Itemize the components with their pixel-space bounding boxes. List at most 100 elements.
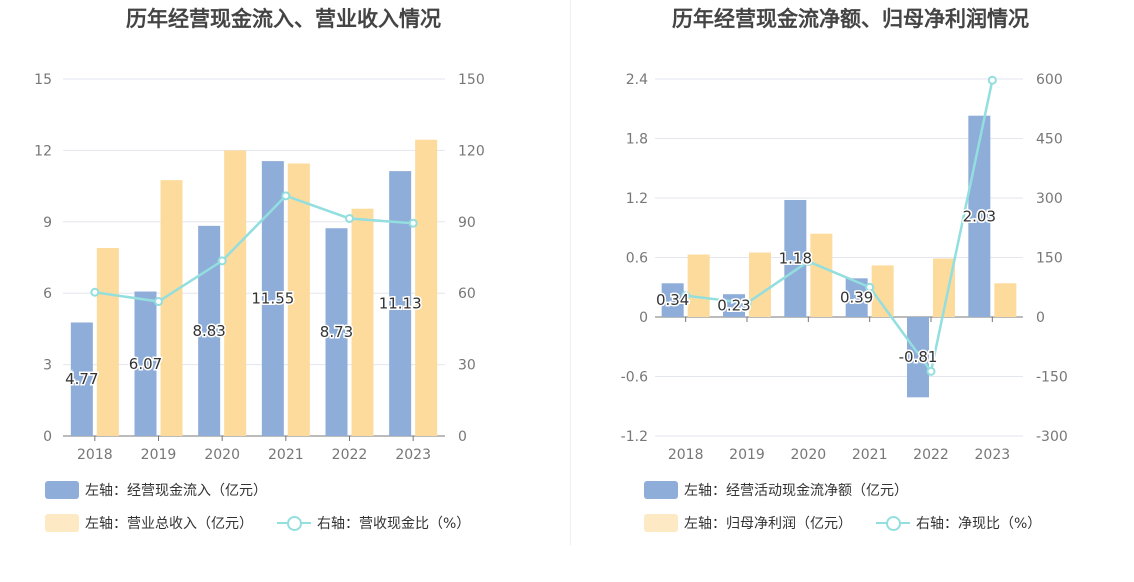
- bar: [933, 258, 955, 317]
- bar: [160, 180, 183, 436]
- legend-item[interactable]: 左轴：经营现金流入（亿元）: [45, 480, 267, 500]
- chart-plot-area: -1.2 -0.6 0 0.6 1.2 1.8 2.4 -300 -150 0 150 300 450 6…: [621, 72, 1068, 463]
- line-point: [154, 297, 163, 307]
- bar-value-label: 1.18: [779, 249, 812, 267]
- line-point: [217, 256, 227, 266]
- line-series: [685, 79, 994, 375]
- y-right-tick-label: 150: [1036, 251, 1063, 267]
- line-point: [408, 218, 418, 228]
- bar-value-label: 11.13: [379, 295, 422, 313]
- bar: [994, 283, 1017, 317]
- legend-line-icon: [876, 514, 910, 532]
- legend-label[interactable]: 右轴：营收现金比（%）: [317, 516, 471, 532]
- y-left-tick-label: 0.6: [626, 251, 648, 267]
- y-left-tick-label: 2.4: [626, 72, 648, 88]
- line-series: [94, 194, 414, 303]
- x-tick-label: 2021: [852, 447, 888, 463]
- x-tick-label: 2022: [913, 447, 949, 463]
- line-point: [681, 291, 691, 301]
- legend-swatch: [45, 481, 79, 499]
- x-tick-label: 2020: [791, 447, 827, 463]
- x-tick-label: 2023: [395, 447, 431, 463]
- y-left-tick-label: 1.2: [626, 191, 648, 207]
- y-right-tick-label: 600: [1036, 72, 1063, 88]
- line-point: [742, 298, 752, 308]
- y-right-tick-label: 0: [458, 429, 467, 445]
- y-right-tick-label: 450: [1036, 132, 1063, 148]
- legend-label[interactable]: 右轴：净现比（%）: [916, 516, 1042, 532]
- legend-swatch: [644, 481, 678, 499]
- y-right-tick-label: 0: [1036, 310, 1045, 326]
- y-right-tick-label: 60: [458, 286, 476, 302]
- x-tick-label: 2019: [141, 447, 177, 463]
- bar-value-label: -0.81: [899, 348, 938, 366]
- legend-swatch: [644, 514, 678, 532]
- legend-row: 左轴：营业总收入（亿元） 右轴：营收现金比（%）: [45, 513, 470, 533]
- bar: [351, 208, 374, 436]
- legend-line-icon: [277, 514, 311, 532]
- x-tick-label: 2020: [204, 447, 240, 463]
- y-left-tick-label: -0.6: [621, 370, 648, 386]
- x-tick-label: 2022: [332, 447, 368, 463]
- y-right-tick-label: 90: [458, 215, 476, 231]
- y-right-tick-label: 300: [1036, 191, 1063, 207]
- y-right-tick-label: 30: [458, 358, 476, 374]
- bar: [134, 291, 157, 436]
- bar-value-label: 8.83: [192, 322, 225, 340]
- legend-swatch: [45, 514, 79, 532]
- bar: [687, 254, 710, 317]
- bar: [784, 199, 807, 317]
- panel-divider: [570, 0, 571, 545]
- bar-value-label: 11.55: [251, 290, 294, 308]
- bar: [224, 150, 247, 436]
- legend-label[interactable]: 左轴：归母净利润（亿元）: [684, 516, 852, 532]
- bar: [810, 233, 833, 317]
- legend-label: 左轴：经营活动现金流净额（亿元）: [684, 483, 908, 499]
- legend-item[interactable]: 左轴：经营活动现金流净额（亿元）: [644, 480, 908, 500]
- chart-panel-right: 历年经营现金流净额、归母净利润情况 -1.2 -0.6 0 0.6 1.2 1.8 2.4-…: [567, 0, 1134, 582]
- bar-value-label: 6.07: [129, 355, 162, 373]
- y-left-tick-label: -1.2: [621, 429, 648, 445]
- x-tick-label: 2018: [668, 447, 704, 463]
- legend-label: 左轴：经营现金流入（亿元）: [85, 483, 267, 499]
- bar: [261, 161, 284, 437]
- x-tick-label: 2019: [729, 447, 765, 463]
- bar: [661, 283, 684, 317]
- line-point: [987, 75, 997, 85]
- chart-title: 历年经营现金流净额、归母净利润情况: [672, 7, 1029, 31]
- x-tick-label: 2021: [268, 447, 304, 463]
- line-point: [281, 191, 291, 201]
- y-right-tick-label: 150: [458, 72, 485, 88]
- y-left-tick-label: 1.8: [626, 132, 648, 148]
- y-right-tick-label: 120: [458, 143, 485, 159]
- bar-value-label: 4.77: [65, 370, 98, 388]
- x-tick-label: 2018: [77, 447, 113, 463]
- y-right-tick-label: -150: [1036, 370, 1068, 386]
- y-left-tick-label: 0: [43, 429, 52, 445]
- y-left-tick-label: 12: [34, 143, 52, 159]
- legend-row: 左轴：归母净利润（亿元） 右轴：净现比（%）: [644, 513, 1041, 533]
- line-point: [865, 282, 875, 292]
- y-right-tick-label: -300: [1036, 429, 1068, 445]
- line-point: [90, 287, 100, 297]
- line-point: [345, 213, 354, 223]
- chart-panel-left: 历年经营现金流入、营业收入情况 0 3 6 9 12 15 0 30 60 90 120 150 201…: [34, 7, 485, 533]
- bar-value-label: 2.03: [963, 207, 996, 225]
- line-point: [803, 256, 813, 266]
- bar-value-label: 0.23: [717, 297, 750, 315]
- y-left-tick-label: 15: [34, 72, 52, 88]
- bar: [96, 247, 119, 436]
- y-left-tick-label: 6: [43, 286, 52, 302]
- bar-value-label: 0.39: [840, 289, 873, 307]
- bar: [198, 225, 221, 436]
- bar: [70, 322, 93, 436]
- bar: [415, 139, 438, 436]
- legend-label[interactable]: 左轴：营业总收入（亿元）: [85, 516, 253, 532]
- x-tick-label: 2023: [975, 447, 1011, 463]
- y-left-tick-label: 9: [43, 215, 52, 231]
- bar: [845, 278, 868, 317]
- y-left-tick-label: 0: [639, 310, 648, 326]
- bar: [749, 252, 771, 317]
- bar: [389, 171, 412, 436]
